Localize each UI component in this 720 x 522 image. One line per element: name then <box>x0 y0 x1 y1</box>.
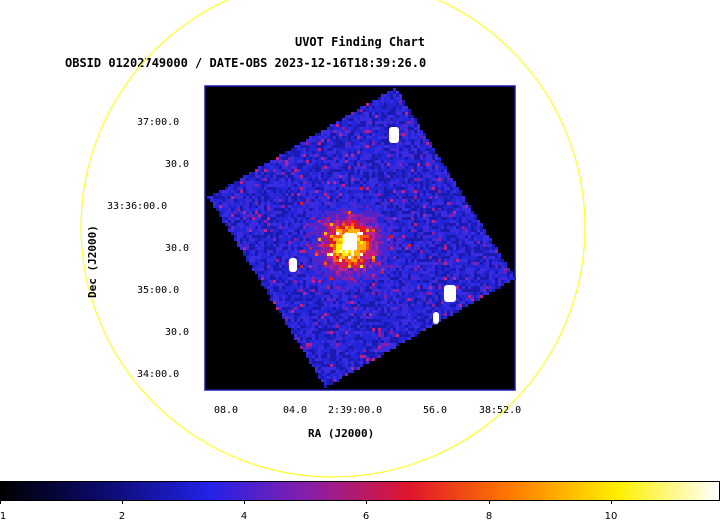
ra-tick-5: 38:52.0 <box>479 405 522 416</box>
colorbar-tick <box>366 500 367 504</box>
colorbar-label-6: 6 <box>362 511 370 522</box>
source-center <box>343 233 357 249</box>
dec-tick-3: 33:36:00.0 <box>107 201 168 212</box>
field-of-view-circle <box>80 0 586 478</box>
colorbar-tick <box>244 500 245 504</box>
source-lower-right <box>433 312 439 324</box>
dec-tick-1: 37:00.0 <box>137 117 180 128</box>
source-right <box>444 285 456 302</box>
colorbar-label-1: 1 <box>0 511 7 522</box>
dec-tick-2: 30.0 <box>165 159 190 170</box>
colorbar-tick <box>611 500 612 504</box>
ra-tick-2: 04.0 <box>283 405 308 416</box>
dec-tick-6: 30.0 <box>165 327 190 338</box>
dec-tick-5: 35:00.0 <box>137 285 180 296</box>
ra-tick-4: 56.0 <box>423 405 448 416</box>
colorbar <box>0 481 720 501</box>
ra-axis-label: RA (J2000) <box>308 427 375 440</box>
chart-subtitle: OBSID 01202749000 / DATE-OBS 2023-12-16T… <box>65 56 427 70</box>
ra-tick-1: 08.0 <box>214 405 239 416</box>
source-top <box>389 127 399 143</box>
source-markers <box>289 127 456 324</box>
uvot-image <box>207 88 516 388</box>
colorbar-tick <box>489 500 490 504</box>
colorbar-label-8: 8 <box>485 511 493 522</box>
colorbar-tick <box>122 500 123 504</box>
colorbar-tick <box>0 500 1 504</box>
dec-axis-label: Dec (J2000) <box>86 225 99 298</box>
chart-title: UVOT Finding Chart <box>294 35 426 49</box>
colorbar-label-10: 10 <box>604 511 618 522</box>
colorbar-label-4: 4 <box>240 511 248 522</box>
ra-tick-3: 2:39:00.0 <box>328 405 383 416</box>
source-left <box>289 258 297 272</box>
colorbar-label-2: 2 <box>118 511 126 522</box>
finding-chart-plot <box>80 0 586 478</box>
dec-tick-7: 34:00.0 <box>137 369 180 380</box>
dec-tick-4: 30.0 <box>165 243 190 254</box>
